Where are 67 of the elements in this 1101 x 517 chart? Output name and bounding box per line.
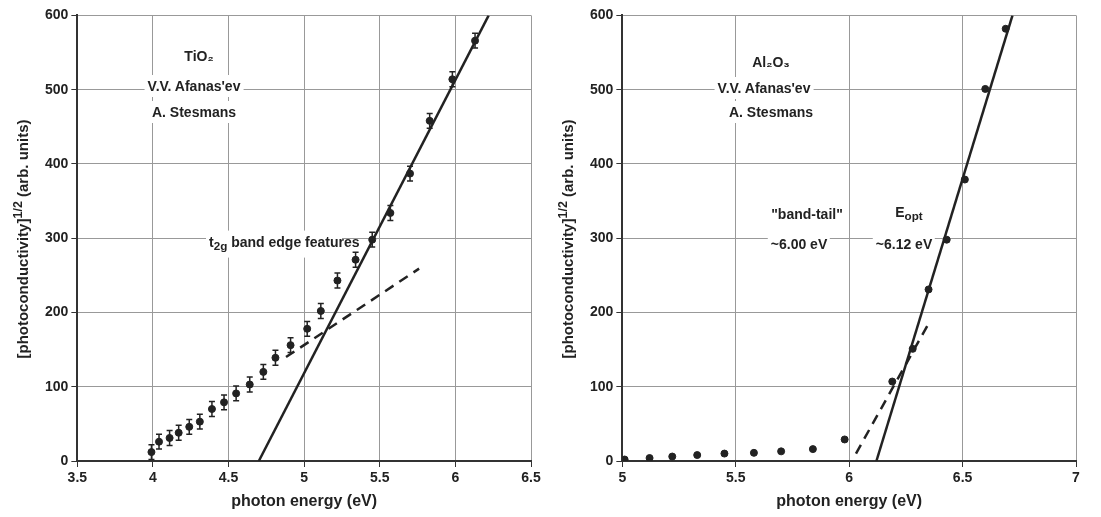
annotation: Al₂O₃: [749, 51, 793, 73]
y-tick-label: 300: [590, 229, 614, 246]
x-tick-label: 5.5: [370, 469, 390, 486]
annotation: t$_{2g}$ band edge features: [208, 232, 360, 255]
point: [147, 448, 156, 457]
x-tick-label: 4.5: [218, 469, 239, 486]
y-tick-label: 400: [590, 154, 614, 171]
point: [645, 454, 654, 461]
x-tick-label: 4: [149, 469, 158, 486]
annotation: V.V. Afanas'ev: [144, 75, 244, 97]
point: [448, 75, 457, 84]
x-tick-label: 3.5: [67, 469, 88, 486]
y-tick-label: 300: [45, 229, 69, 246]
point: [259, 367, 268, 376]
annotation: TiO₂: [181, 45, 217, 67]
y-tick-label: 600: [45, 6, 69, 23]
x-axis-title: photon energy (eV): [231, 491, 378, 509]
y-tick-label: 0: [605, 451, 614, 468]
annotation: E$_{opt}$: [892, 200, 926, 228]
y-tick-label: 600: [590, 6, 614, 23]
point: [960, 175, 969, 184]
point: [749, 448, 758, 457]
x-axis-title: photon energy (eV): [776, 491, 923, 509]
point: [174, 428, 183, 437]
point: [622, 455, 629, 461]
annotation: V.V. Afanas'ev: [714, 77, 814, 99]
annotation: ~6.12 eV: [872, 233, 936, 255]
x-tick-label: 6: [451, 469, 460, 486]
point: [693, 451, 702, 460]
y-tick-label: 200: [45, 303, 69, 320]
x-tick-label: 5: [618, 469, 627, 486]
point: [888, 377, 897, 386]
point: [840, 435, 849, 444]
y-tick-label: 500: [590, 80, 614, 97]
point: [942, 235, 951, 244]
x-tick-label: 7: [1072, 469, 1081, 486]
point: [165, 433, 174, 442]
annotation: A. Stesmans: [725, 101, 817, 123]
point: [777, 447, 786, 456]
point: [924, 285, 933, 294]
x-tick-label: 5: [300, 469, 309, 486]
point: [908, 344, 917, 353]
x-tick-label: 6.5: [521, 469, 541, 486]
point: [286, 341, 295, 350]
annotation: A. Stesmans: [148, 101, 240, 123]
point: [808, 445, 817, 454]
point: [245, 380, 254, 389]
point: [1001, 24, 1010, 33]
annotation: "band-tail": [768, 203, 846, 225]
point: [386, 208, 395, 217]
annotation: ~6.00 eV: [767, 233, 831, 255]
point: [668, 452, 677, 461]
y-tick-label: 100: [45, 377, 69, 394]
y-tick-label: 200: [590, 303, 614, 320]
y-tick-label: 500: [45, 80, 69, 97]
x-tick-label: 6: [845, 469, 854, 486]
y-tick-label: 400: [45, 154, 69, 171]
point: [981, 84, 990, 93]
point: [271, 353, 280, 362]
y-tick-label: 0: [60, 451, 69, 468]
y-tick-label: 100: [590, 377, 614, 394]
point: [185, 422, 194, 431]
x-tick-label: 5.5: [726, 469, 746, 486]
x-tick-label: 6.5: [952, 469, 973, 486]
point: [351, 255, 360, 264]
point: [720, 449, 729, 458]
point: [425, 116, 434, 125]
